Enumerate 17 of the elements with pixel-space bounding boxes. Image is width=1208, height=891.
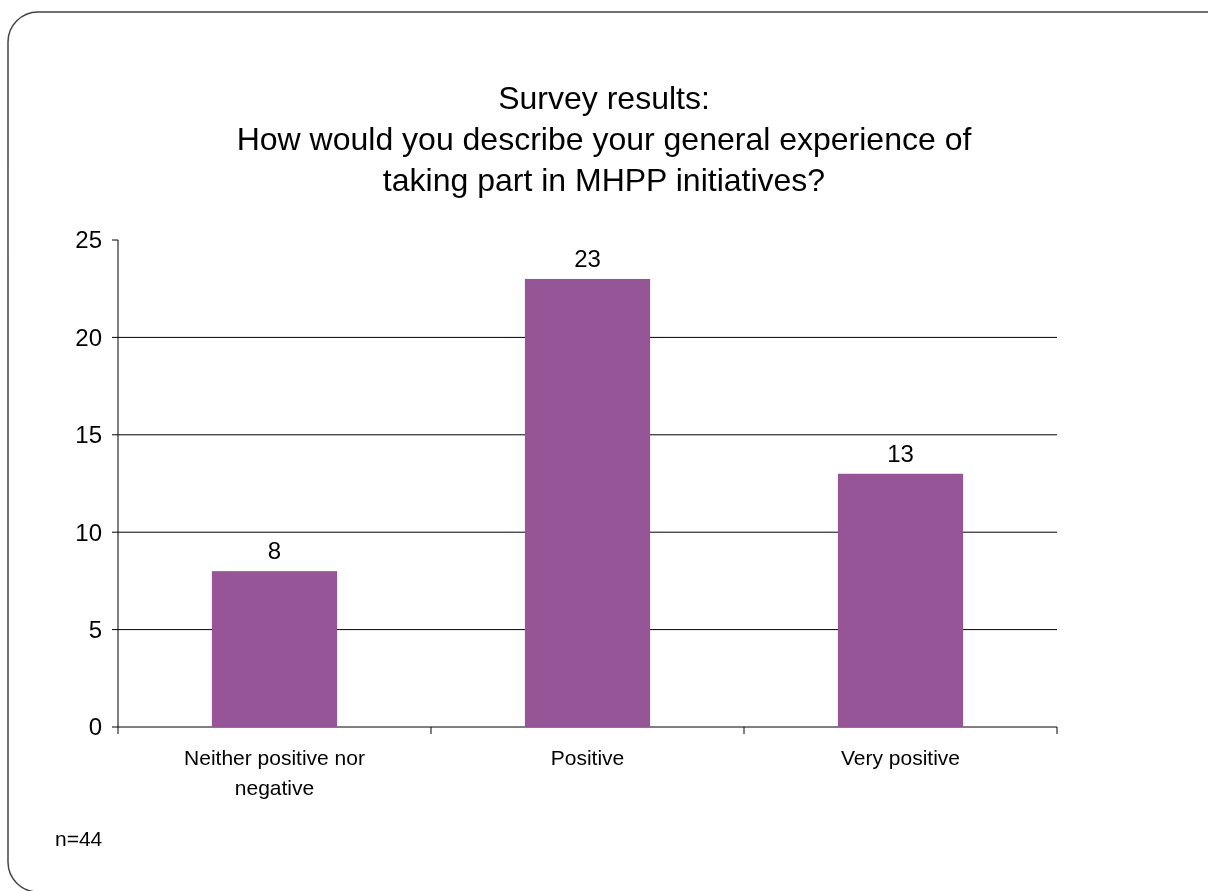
y-tick-label: 5 xyxy=(88,616,102,643)
y-tick-label: 20 xyxy=(75,323,102,351)
text: n=44 xyxy=(55,827,103,850)
x-tick-label: Positive xyxy=(550,746,625,769)
y-tick-label: 15 xyxy=(75,421,102,449)
x-tick-label: Neither positive nor negative xyxy=(184,746,365,799)
data-label: 8 xyxy=(267,537,282,565)
y-tick-label: 25 xyxy=(75,226,102,254)
bar xyxy=(211,571,338,727)
chart-title: Survey results: How would you describe your general experience of taking part in MHPP initiatives? xyxy=(236,80,972,198)
bar xyxy=(837,473,964,727)
x-tick-label: Very positive xyxy=(840,746,961,769)
data-label: 13 xyxy=(887,439,914,467)
y-tick-label: 0 xyxy=(88,713,102,741)
data-label: 23 xyxy=(574,244,601,272)
y-tick-label: 10 xyxy=(75,518,102,546)
bar xyxy=(524,278,651,727)
